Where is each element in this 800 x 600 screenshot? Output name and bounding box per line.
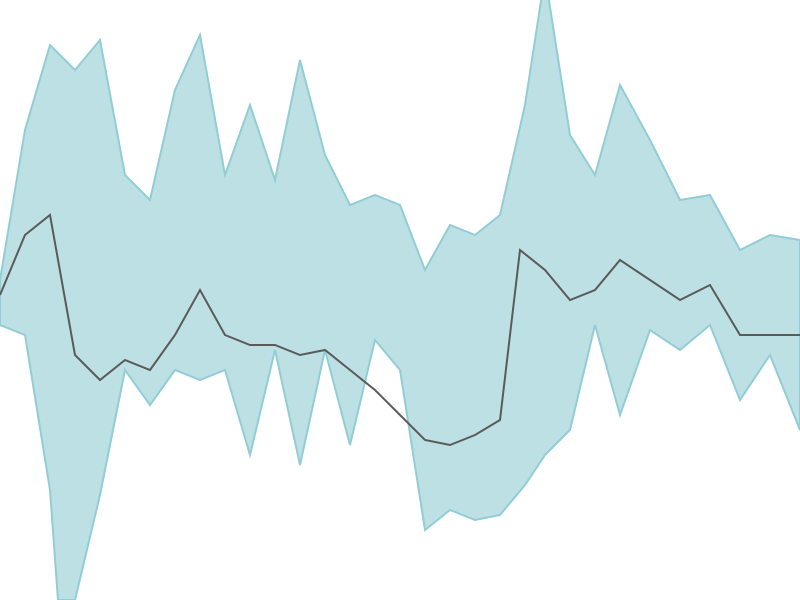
chart-container xyxy=(0,0,800,600)
area-line-chart xyxy=(0,0,800,600)
